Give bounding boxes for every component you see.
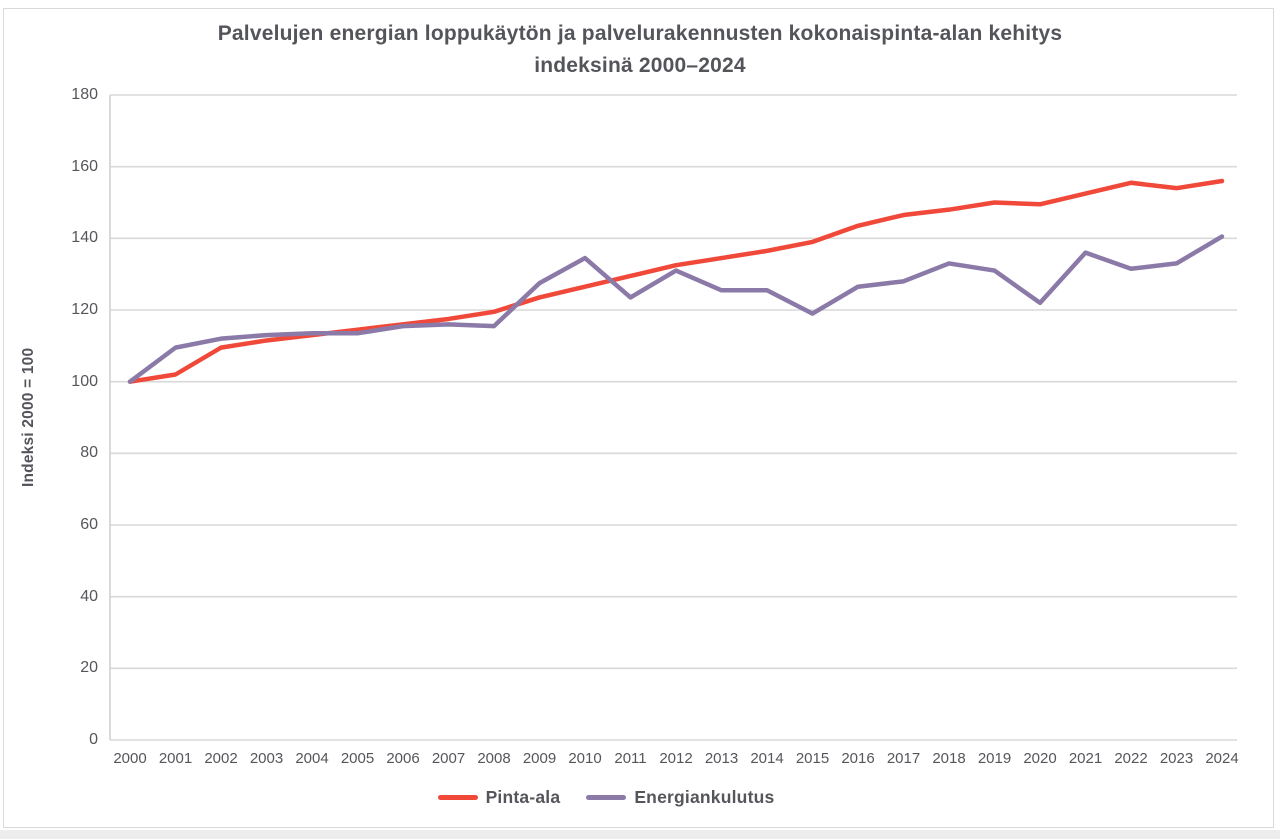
y-tick-label: 20 <box>80 659 98 677</box>
x-tick-label: 2000 <box>113 750 147 767</box>
chart-title: Palvelujen energian loppukäytön ja palve… <box>0 18 1280 82</box>
y-tick-label: 160 <box>71 157 98 175</box>
y-tick-label: 180 <box>71 86 98 103</box>
x-tick-label: 2009 <box>522 750 557 767</box>
x-tick-label: 2018 <box>932 750 966 767</box>
x-tick-label: 2005 <box>340 750 375 767</box>
series-line-energiankulutus <box>127 234 1225 384</box>
y-tick-label: 80 <box>80 444 98 462</box>
y-tick-label: 60 <box>80 516 98 533</box>
legend-swatch-energiankulutus <box>586 794 627 800</box>
x-tick-label: 2006 <box>386 750 420 767</box>
x-tick-label: 2002 <box>204 750 238 767</box>
y-tick-label: 0 <box>89 731 98 748</box>
legend-swatch-pinta-ala <box>437 794 478 800</box>
legend-label-pinta-ala: Pinta-ala <box>485 786 561 807</box>
x-tick-label: 2013 <box>704 750 739 767</box>
y-tick-label: 40 <box>80 587 98 605</box>
x-tick-label: 2021 <box>1068 750 1103 767</box>
y-tick-label: 120 <box>71 301 98 318</box>
chart-title-line-1: Palvelujen energian loppukäytön ja palve… <box>217 22 1063 45</box>
x-tick-label: 2001 <box>158 750 193 767</box>
legend-item-pinta-ala: Pinta-ala <box>437 786 561 808</box>
x-tick-label: 2007 <box>431 750 466 767</box>
y-tick-label: 100 <box>71 372 98 390</box>
x-tick-label: 2012 <box>659 750 693 767</box>
x-tick-label: 2003 <box>249 750 284 767</box>
x-tick-label: 2015 <box>795 750 830 767</box>
x-tick-label: 2016 <box>841 750 875 767</box>
x-tick-label: 2019 <box>977 750 1012 767</box>
x-tick-label: 2011 <box>614 750 647 767</box>
legend-label-energiankulutus: Energiankulutus <box>634 786 775 807</box>
x-tick-label: 2023 <box>1159 750 1194 767</box>
x-tick-label: 2004 <box>295 750 329 767</box>
x-tick-label: 2024 <box>1205 750 1239 767</box>
bottom-edge-strip <box>0 830 1280 839</box>
legend: Pinta-ala Energiankulutus <box>0 782 1212 812</box>
x-tick-label: 2008 <box>477 750 511 767</box>
x-axis-tick-labels: 2000 2001 2002 2003 2004 2005 2006 2007 2008 2009… <box>110 749 1238 771</box>
legend-item-energiankulutus: Energiankulutus <box>586 787 774 808</box>
x-tick-label: 2020 <box>1023 750 1057 767</box>
x-tick-label: 2022 <box>1114 750 1148 767</box>
x-tick-label: 2017 <box>886 750 921 767</box>
chart-card <box>3 8 1274 828</box>
plot-area <box>109 94 1237 741</box>
x-tick-label: 2014 <box>750 750 784 767</box>
x-tick-label: 2010 <box>568 750 602 767</box>
chart-title-line-2: indeksinä 2000–2024 <box>534 54 746 77</box>
y-axis-tick-labels: 0 20 40 60 80 100 120 140 160 180 <box>0 86 98 748</box>
y-tick-label: 140 <box>71 229 98 247</box>
